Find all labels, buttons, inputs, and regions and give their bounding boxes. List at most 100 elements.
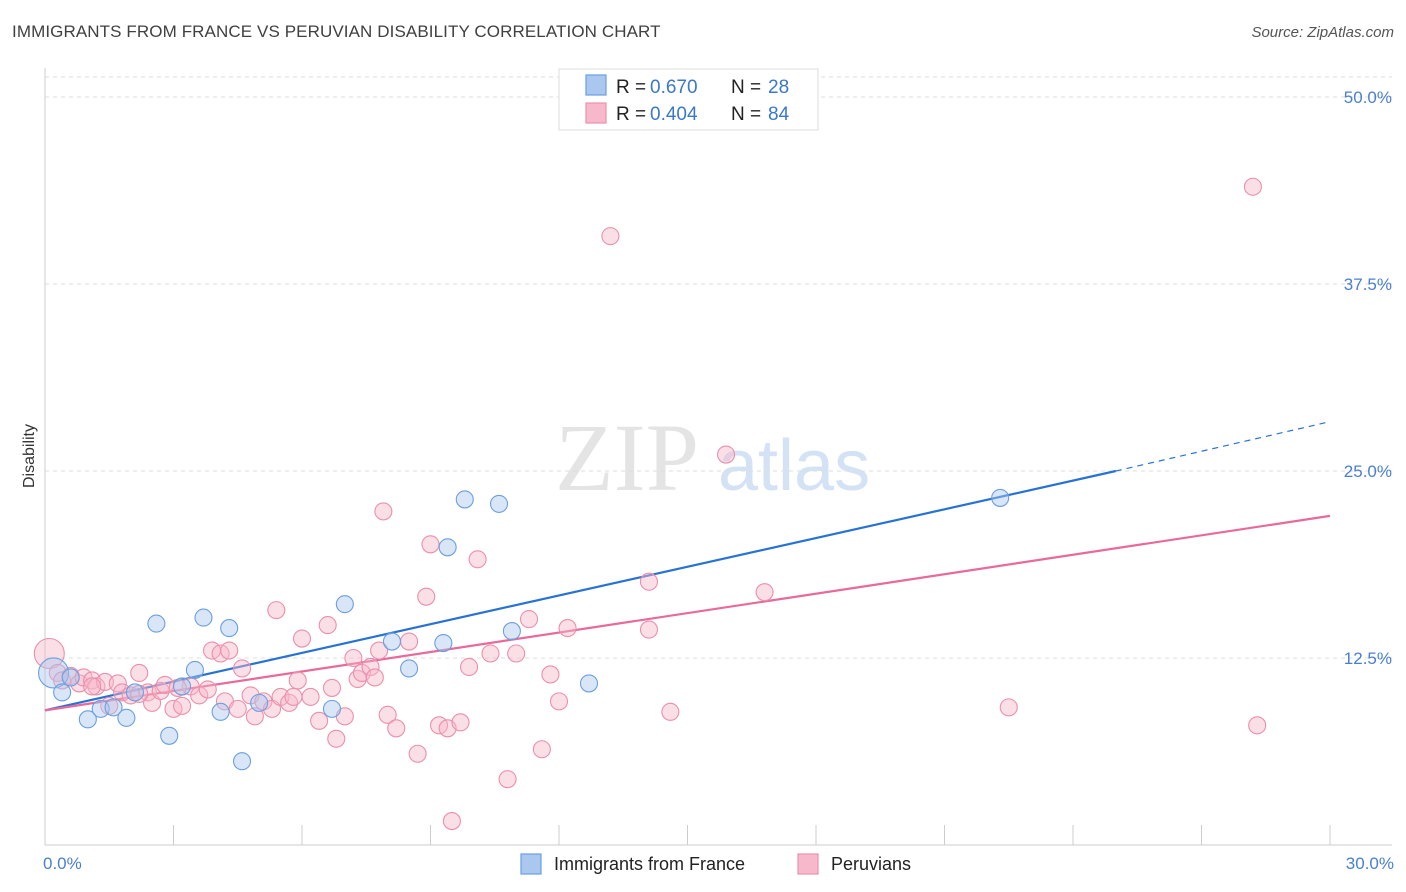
- point-france: [61, 668, 80, 687]
- point-peru: [421, 535, 440, 554]
- point-peru: [481, 644, 500, 663]
- point-peru: [558, 619, 577, 638]
- point-peru: [408, 744, 427, 763]
- chart-title: IMMIGRANTS FROM FRANCE VS PERUVIAN DISAB…: [12, 22, 661, 41]
- point-france: [38, 657, 70, 689]
- watermark: ZIP atlas: [555, 404, 870, 511]
- point-peru: [661, 702, 680, 721]
- point-peru: [87, 677, 106, 696]
- point-peru: [245, 707, 264, 726]
- point-peru: [451, 713, 470, 732]
- y-tick-label: 50.0%: [1344, 88, 1392, 107]
- point-peru: [498, 770, 517, 789]
- point-peru: [400, 632, 419, 651]
- point-peru: [459, 657, 479, 677]
- point-peru: [1248, 716, 1267, 735]
- trend-line-france: [44, 469, 1117, 712]
- point-france: [117, 708, 136, 727]
- point-france: [322, 699, 342, 718]
- legend-n-value-france: 28: [768, 77, 789, 98]
- trend-lines: [44, 421, 1331, 712]
- point-peru: [220, 641, 239, 660]
- point-peru: [601, 227, 620, 246]
- x-tick-label-max: 30.0%: [1346, 854, 1394, 873]
- point-peru: [232, 659, 252, 678]
- point-peru: [361, 657, 380, 677]
- legend-n-label-peru: N =: [731, 104, 761, 125]
- series-legend: Immigrants from France Peruvians: [520, 853, 911, 875]
- point-peru: [374, 502, 393, 521]
- point-peru: [507, 644, 526, 663]
- gridlines: [45, 76, 1392, 659]
- point-peru: [198, 680, 217, 699]
- point-france: [502, 622, 521, 641]
- y-axis-title: Disability: [21, 424, 38, 488]
- point-peru: [284, 687, 303, 706]
- point-france: [104, 698, 123, 717]
- series-legend-label-peru: Peruvians: [831, 854, 911, 874]
- point-peru: [365, 668, 384, 687]
- tick-labels: 12.5% 25.0% 37.5% 50.0% 0.0% 30.0%: [43, 88, 1394, 873]
- point-peru: [292, 629, 312, 648]
- point-peru: [288, 671, 307, 690]
- point-france: [335, 595, 354, 614]
- legend-r-value-peru: 0.404: [650, 104, 698, 125]
- point-france: [455, 490, 474, 509]
- point-france: [147, 614, 166, 633]
- legend-r-label-peru: R =: [616, 104, 646, 125]
- legend-n-value-peru: 84: [768, 104, 790, 125]
- point-france: [434, 633, 453, 653]
- trend-line-peru: [44, 514, 1331, 712]
- point-france: [78, 710, 97, 729]
- point-france: [211, 702, 230, 721]
- y-tick-label: 37.5%: [1344, 275, 1392, 294]
- point-peru: [442, 812, 461, 831]
- point-france: [489, 494, 509, 513]
- y-tick-label: 25.0%: [1344, 462, 1392, 481]
- axes: [44, 68, 1392, 846]
- point-peru: [318, 616, 337, 635]
- legend-n-label-france: N =: [731, 77, 761, 98]
- watermark-atlas: atlas: [718, 426, 870, 506]
- point-france: [194, 608, 213, 627]
- point-peru: [417, 587, 436, 606]
- point-france: [250, 693, 269, 712]
- point-peru: [301, 687, 320, 706]
- correlation-legend: R = 0.670 N = 28 R = 0.404 N = 84: [558, 68, 819, 131]
- point-peru: [130, 663, 149, 683]
- point-france: [125, 683, 144, 702]
- point-france: [173, 677, 192, 696]
- point-peru: [639, 620, 659, 639]
- point-peru: [1243, 177, 1262, 196]
- point-peru: [468, 550, 487, 569]
- point-france: [160, 726, 179, 745]
- legend-swatch-peru: [585, 102, 607, 124]
- point-france: [400, 659, 419, 678]
- point-france: [232, 752, 252, 771]
- y-tick-label: 12.5%: [1344, 649, 1392, 668]
- series-legend-swatch-france: [520, 853, 542, 875]
- point-peru: [344, 648, 363, 668]
- point-peru: [33, 637, 65, 670]
- legend-r-label-france: R =: [616, 77, 646, 98]
- legend-swatch-france: [585, 74, 607, 96]
- point-peru: [173, 696, 192, 715]
- point-france: [991, 488, 1010, 507]
- point-peru: [549, 692, 569, 711]
- point-peru: [108, 674, 127, 693]
- point-france: [220, 619, 239, 638]
- point-peru: [228, 699, 247, 718]
- point-peru: [322, 678, 342, 697]
- point-peru: [639, 572, 659, 591]
- point-france: [53, 683, 72, 702]
- point-france: [382, 632, 402, 651]
- point-peru: [370, 641, 389, 660]
- point-peru: [267, 601, 286, 620]
- point-peru: [716, 445, 736, 464]
- series-legend-label-france: Immigrants from France: [554, 854, 745, 874]
- point-france: [185, 660, 204, 680]
- point-peru: [999, 698, 1018, 717]
- point-peru: [532, 740, 551, 759]
- point-france: [438, 538, 457, 557]
- trend-line-france-extension: [1115, 421, 1331, 472]
